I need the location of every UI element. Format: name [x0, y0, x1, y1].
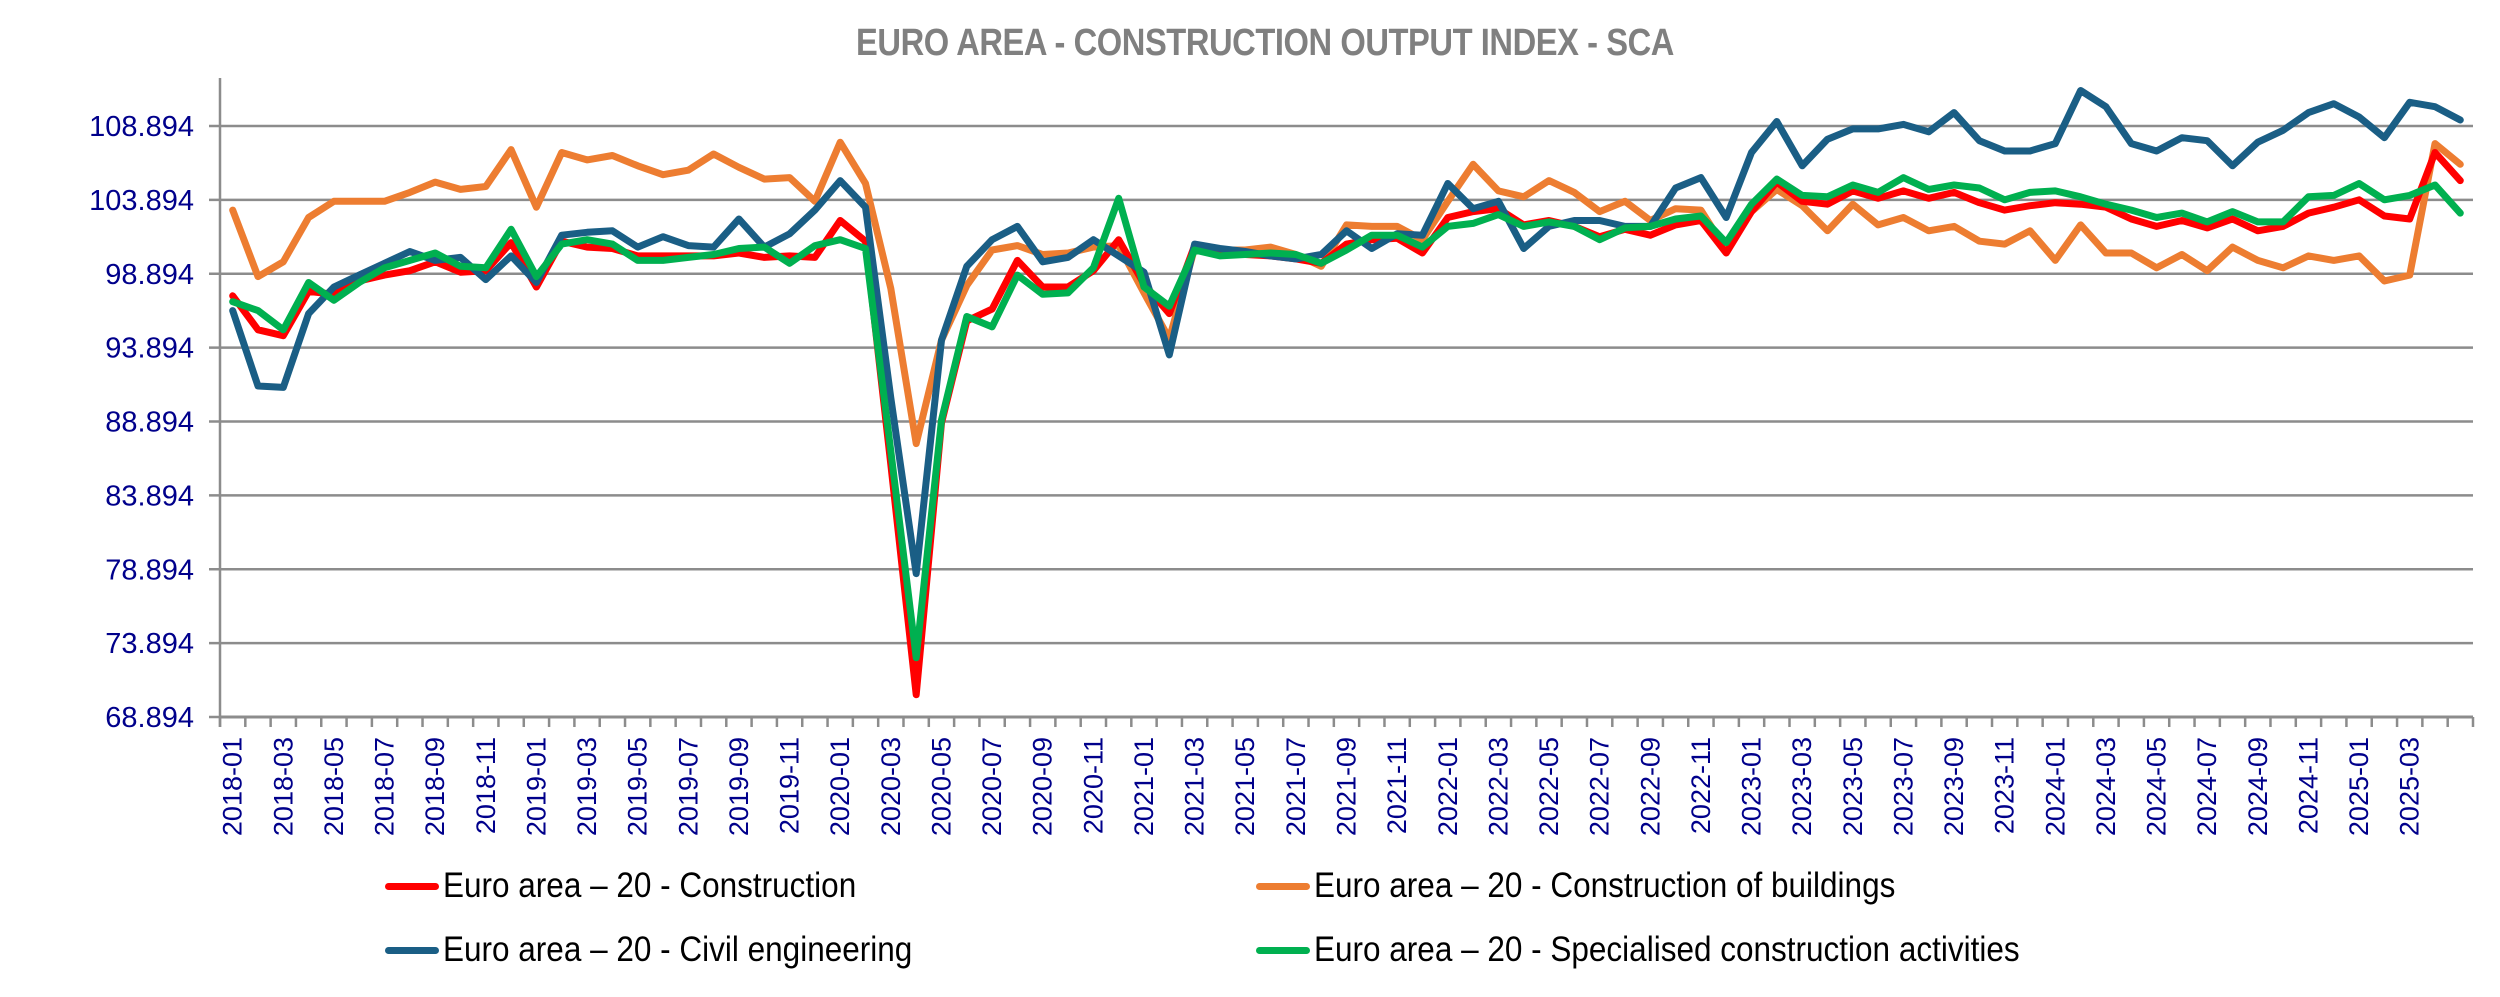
x-tick-label: 2019-05: [623, 737, 653, 836]
y-tick-label: 108.894: [89, 111, 194, 143]
series-line-specialised: [229, 174, 2464, 662]
x-tick-label: 2018-07: [370, 737, 400, 836]
x-tick-label: 2021-11: [1382, 737, 1412, 834]
x-tick-label: 2023-01: [1737, 737, 1767, 836]
legend-item-buildings[interactable]: Euro area – 20 - Construction of buildin…: [1256, 866, 1960, 906]
series-line-construction: [229, 149, 2464, 699]
x-tick-label: 2019-03: [572, 737, 602, 836]
x-tick-label: 2019-11: [775, 737, 805, 834]
legend-swatch-construction: [385, 882, 439, 890]
x-tick-label: 2023-03: [1787, 737, 1817, 836]
x-tick-label: 2022-07: [1585, 737, 1615, 836]
x-axis-tick-labels: 2018-01 2018-03 2018-05 2018-07 2018-09 2018-…: [218, 737, 2425, 836]
y-tick-label: 78.894: [105, 554, 194, 586]
x-tick-label: 2019-01: [521, 737, 551, 836]
x-tick-label: 2024-11: [2293, 737, 2323, 834]
series-line-buildings: [229, 138, 2464, 448]
x-tick-label: 2024-01: [2040, 737, 2070, 836]
y-tick-label: 93.894: [105, 333, 194, 365]
legend-label-specialised: Euro area – 20 - Specialised constructio…: [1314, 930, 2020, 969]
y-axis-ticks: 68.894 73.894 78.894 83.894 88.894 93.894 98.8…: [89, 111, 220, 734]
series-lines: [229, 87, 2464, 699]
x-tick-label: 2025-01: [2344, 737, 2374, 836]
y-tick-label: 88.894: [105, 407, 194, 439]
x-tick-label: 2021-07: [1281, 737, 1311, 836]
legend-label-civil-engineering: Euro area – 20 - Civil engineering: [443, 930, 913, 969]
x-tick-label: 2020-05: [926, 737, 956, 836]
legend-item-construction[interactable]: Euro area – 20 - Construction: [385, 866, 902, 906]
chart-title: EURO AREA - CONSTRUCTION OUTPUT INDEX - …: [856, 22, 1674, 64]
x-tick-label: 2021-05: [1230, 737, 1260, 836]
x-tick-label: 2021-03: [1180, 737, 1210, 836]
x-tick-label: 2024-09: [2243, 737, 2273, 836]
x-tick-label: 2021-09: [1332, 737, 1362, 836]
x-tick-label: 2018-11: [471, 737, 501, 834]
series-line-civil-engineering: [229, 87, 2464, 578]
y-tick-label: 103.894: [89, 185, 194, 217]
x-axis: [218, 78, 2475, 727]
x-tick-label: 2024-03: [2091, 737, 2121, 836]
x-tick-label: 2020-07: [977, 737, 1007, 836]
x-tick-label: 2024-07: [2192, 737, 2222, 836]
y-tick-label: 98.894: [105, 259, 194, 291]
legend-swatch-civil-engineering: [385, 946, 439, 954]
legend-swatch-buildings: [1256, 882, 1310, 890]
x-tick-label: 2022-05: [1534, 737, 1564, 836]
x-tick-label: 2020-09: [1028, 737, 1058, 836]
x-tick-label: 2020-11: [1078, 737, 1108, 834]
legend-item-specialised[interactable]: Euro area – 20 - Specialised constructio…: [1256, 930, 2098, 970]
x-tick-label: 2018-03: [268, 737, 298, 836]
x-tick-label: 2024-05: [2142, 737, 2172, 836]
gridlines: [220, 124, 2473, 645]
x-tick-label: 2020-03: [876, 737, 906, 836]
x-tick-label: 2025-03: [2395, 737, 2425, 836]
legend-swatch-specialised: [1256, 946, 1310, 954]
x-tick-label: 2021-01: [1129, 737, 1159, 836]
x-tick-label: 2023-07: [1888, 737, 1918, 836]
legend-item-civil-engineering[interactable]: Euro area – 20 - Civil engineering: [385, 930, 964, 970]
x-tick-label: 2019-09: [724, 737, 754, 836]
x-tick-label: 2023-11: [1990, 737, 2020, 834]
x-tick-label: 2023-05: [1838, 737, 1868, 836]
x-tick-label: 2018-05: [319, 737, 349, 836]
x-tick-label: 2018-01: [218, 737, 248, 836]
y-tick-label: 68.894: [105, 702, 194, 734]
x-tick-label: 2022-03: [1483, 737, 1513, 836]
legend-label-construction: Euro area – 20 - Construction: [443, 866, 857, 905]
legend-label-buildings: Euro area – 20 - Construction of buildin…: [1314, 866, 1896, 905]
x-tick-label: 2022-01: [1433, 737, 1463, 836]
y-tick-label: 83.894: [105, 480, 194, 512]
x-tick-label: 2020-01: [825, 737, 855, 836]
x-tick-label: 2019-07: [673, 737, 703, 836]
y-tick-label: 73.894: [105, 628, 194, 660]
x-tick-label: 2023-09: [1939, 737, 1969, 836]
x-tick-label: 2022-11: [1686, 737, 1716, 834]
x-tick-label: 2018-09: [420, 737, 450, 836]
x-tick-label: 2022-09: [1635, 737, 1665, 836]
